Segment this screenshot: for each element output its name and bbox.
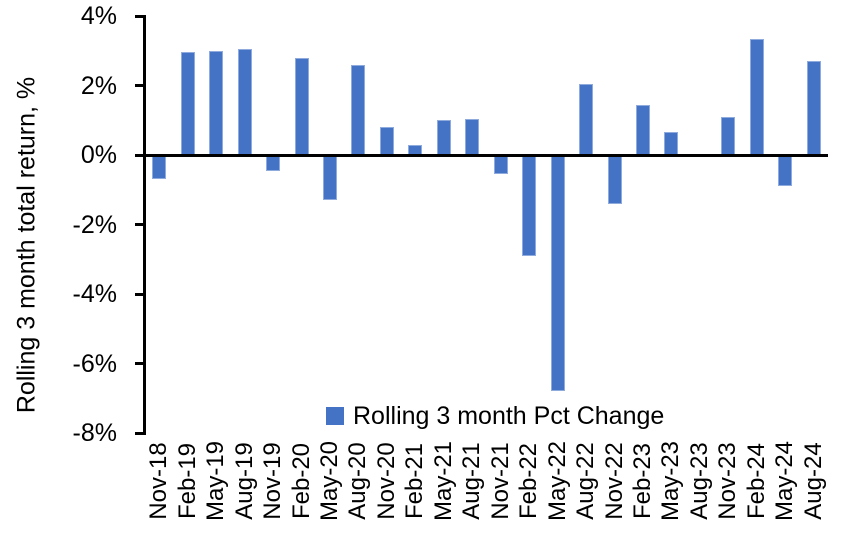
x-tick-label-Aug-20: Aug-20 xyxy=(344,442,372,520)
legend: Rolling 3 month Pct Change xyxy=(326,400,664,432)
x-tick-label-May-23: May-23 xyxy=(657,440,685,522)
bar-May-22 xyxy=(550,155,565,392)
y-tick-mark xyxy=(135,292,146,296)
bar-Nov-20 xyxy=(379,127,394,155)
legend-label: Rolling 3 month Pct Change xyxy=(353,401,665,430)
y-tick-label: 4% xyxy=(80,2,117,30)
bar-Feb-23 xyxy=(636,104,651,155)
y-tick-mark xyxy=(135,431,146,435)
legend-swatch xyxy=(326,407,344,425)
y-tick-label: -6% xyxy=(72,349,117,378)
y-tick-label: -8% xyxy=(72,419,117,447)
x-tick-label-Nov-18: Nov-18 xyxy=(145,442,173,520)
x-tick-label-May-22: May-22 xyxy=(543,440,571,522)
x-tick-label-Nov-22: Nov-22 xyxy=(600,442,628,520)
bar-May-20 xyxy=(322,155,337,201)
bar-Aug-19 xyxy=(237,49,252,155)
bar-Nov-19 xyxy=(266,155,281,171)
x-tick-label-Feb-19: Feb-19 xyxy=(173,442,201,520)
x-tick-label-Nov-23: Nov-23 xyxy=(714,442,742,520)
bar-Nov-18 xyxy=(152,155,167,180)
bar-Nov-23 xyxy=(721,116,736,155)
bar-Nov-22 xyxy=(607,155,622,204)
x-tick-label-May-21: May-21 xyxy=(429,440,457,522)
y-tick-mark xyxy=(135,223,146,226)
bar-Feb-22 xyxy=(522,155,537,256)
y-tick-mark xyxy=(135,153,146,157)
zero-axis-line xyxy=(145,153,828,157)
x-tick-label-Feb-22: Feb-22 xyxy=(515,442,543,520)
x-tick-label-May-20: May-20 xyxy=(315,440,343,522)
bar-Aug-22 xyxy=(579,83,594,155)
x-tick-label-Nov-20: Nov-20 xyxy=(372,442,400,520)
y-tick-mark xyxy=(135,14,146,18)
x-tick-label-Aug-23: Aug-23 xyxy=(685,442,713,520)
bar-May-24 xyxy=(778,155,793,187)
x-tick-label-Feb-20: Feb-20 xyxy=(287,442,315,520)
y-tick-mark xyxy=(135,84,146,87)
y-tick-label: -2% xyxy=(72,210,117,239)
x-tick-label-May-24: May-24 xyxy=(771,440,799,522)
bar-May-23 xyxy=(664,132,679,155)
bar-Feb-20 xyxy=(294,57,309,155)
x-tick-label-Aug-21: Aug-21 xyxy=(458,442,486,520)
x-tick-label-Feb-21: Feb-21 xyxy=(401,442,429,520)
bar-Aug-24 xyxy=(806,61,821,155)
x-tick-label-Aug-19: Aug-19 xyxy=(230,442,258,520)
bar-May-21 xyxy=(436,120,451,155)
x-tick-label-May-19: May-19 xyxy=(202,440,230,522)
bar-Feb-24 xyxy=(749,38,764,155)
y-tick-mark xyxy=(135,362,146,365)
x-tick-label-Aug-22: Aug-22 xyxy=(572,442,600,520)
x-tick-label-Nov-21: Nov-21 xyxy=(486,442,514,520)
x-tick-label-Nov-19: Nov-19 xyxy=(259,442,287,520)
x-tick-label-Feb-24: Feb-24 xyxy=(742,442,770,520)
bar-Aug-20 xyxy=(351,64,366,155)
y-tick-label: -4% xyxy=(72,280,117,308)
bar-Nov-21 xyxy=(493,155,508,175)
bar-Aug-21 xyxy=(465,118,480,155)
x-tick-label-Aug-24: Aug-24 xyxy=(799,442,827,520)
x-tick-label-Feb-23: Feb-23 xyxy=(629,442,657,520)
y-tick-label: 0% xyxy=(80,141,117,169)
y-tick-label: 2% xyxy=(80,71,117,100)
bar-Feb-19 xyxy=(180,52,195,155)
bar-May-19 xyxy=(209,50,224,155)
